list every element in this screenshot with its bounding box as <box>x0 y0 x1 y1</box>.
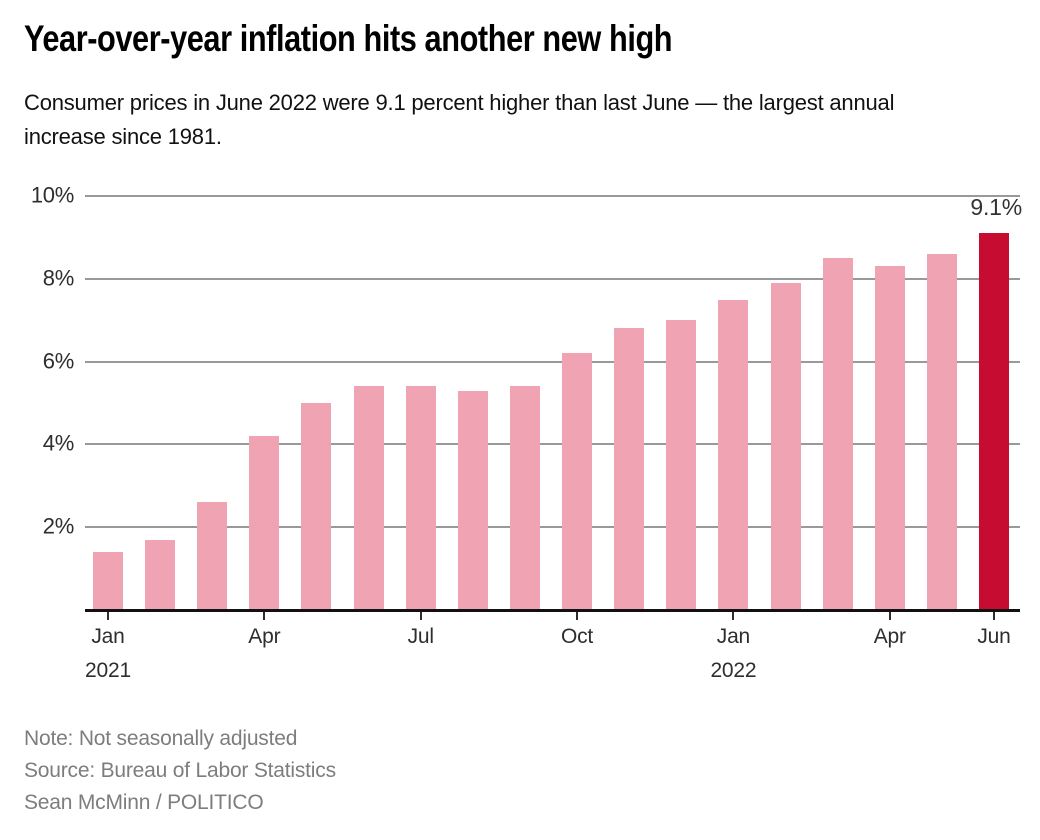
bar-sep-2021 <box>509 386 540 610</box>
chart-footer: Note: Not seasonally adjusted Source: Bu… <box>24 723 336 819</box>
bar-apr-2021 <box>249 436 280 610</box>
gridline-10pct <box>85 195 1020 197</box>
page-title-text: Year-over-year inflation hits another ne… <box>24 18 673 59</box>
page-title: Year-over-year inflation hits another ne… <box>24 18 805 60</box>
x-axis-line <box>85 609 1020 612</box>
x-axis-tick <box>419 612 422 620</box>
footer-source: Source: Bureau of Labor Statistics <box>24 759 336 782</box>
y-axis-label: 4% <box>42 430 75 456</box>
footer-credit: Sean McMinn / POLITICO <box>24 791 264 814</box>
footer-note: Note: Not seasonally adjusted <box>24 727 298 750</box>
x-axis-label-oct: Oct <box>561 625 594 648</box>
x-axis-tick <box>107 612 109 620</box>
bar-mar-2021 <box>197 502 228 610</box>
bar-feb-2022 <box>770 282 801 610</box>
bar-nov-2021 <box>614 328 645 610</box>
gridline-2pct <box>85 526 1020 529</box>
bar-dec-2021 <box>666 320 697 610</box>
y-axis-label: 8% <box>42 265 75 291</box>
bar-jun-2021 <box>353 386 384 610</box>
y-axis-label: 10% <box>30 182 74 208</box>
bar-oct-2021 <box>562 353 593 610</box>
x-axis-label-apr: Apr <box>248 625 281 648</box>
bar-may-2021 <box>301 403 332 610</box>
chart-subtitle: Consumer prices in June 2022 were 9.1 pe… <box>24 90 895 149</box>
x-axis-label-apr: Apr <box>873 625 906 648</box>
x-axis-tick <box>993 612 995 620</box>
bar-may-2022 <box>926 253 957 610</box>
bar-jul-2021 <box>405 386 436 610</box>
x-axis-label-jan-2021: Jan <box>91 625 125 648</box>
gridline-8pct <box>85 277 1020 280</box>
y-axis-label: 2% <box>42 513 75 539</box>
y-axis-label: 6% <box>42 348 75 374</box>
bar-mar-2022 <box>822 258 853 610</box>
bar-jun-2022 <box>979 233 1009 610</box>
x-axis-label-jul: Jul <box>407 625 434 648</box>
x-axis-tick <box>576 612 579 620</box>
bar-aug-2021 <box>457 390 488 610</box>
x-axis-year-label-2022: 2022 <box>710 659 757 682</box>
gridline-6pct <box>85 360 1020 363</box>
bar-feb-2021 <box>145 539 176 610</box>
peak-value-label: 9.1% <box>970 194 1022 220</box>
x-axis-tick <box>732 612 735 620</box>
x-axis-label-jun: Jun <box>977 625 1011 648</box>
x-axis-year-label-2021: 2021 <box>85 659 131 682</box>
bar-jan-2022 <box>718 299 749 610</box>
gridline-4pct <box>85 443 1020 446</box>
bar-apr-2022 <box>874 266 905 610</box>
x-axis-label-jan-2022: Jan <box>716 625 751 648</box>
x-axis-tick <box>888 612 891 620</box>
bar-jan-2021 <box>93 552 123 610</box>
x-axis-tick <box>263 612 266 620</box>
